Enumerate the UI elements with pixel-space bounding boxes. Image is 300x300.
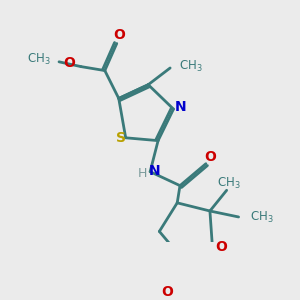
Text: S: S — [116, 131, 126, 145]
Text: CH$_3$: CH$_3$ — [250, 209, 273, 224]
Text: N: N — [148, 164, 160, 178]
Text: O: O — [113, 28, 125, 42]
Text: O: O — [204, 150, 216, 164]
Text: N: N — [175, 100, 187, 114]
Text: O: O — [161, 285, 173, 299]
Text: O: O — [63, 56, 75, 70]
Text: CH$_3$: CH$_3$ — [179, 58, 202, 74]
Text: CH$_3$: CH$_3$ — [27, 52, 50, 68]
Text: O: O — [215, 240, 227, 254]
Text: CH$_3$: CH$_3$ — [217, 176, 241, 191]
Text: H: H — [137, 167, 147, 180]
